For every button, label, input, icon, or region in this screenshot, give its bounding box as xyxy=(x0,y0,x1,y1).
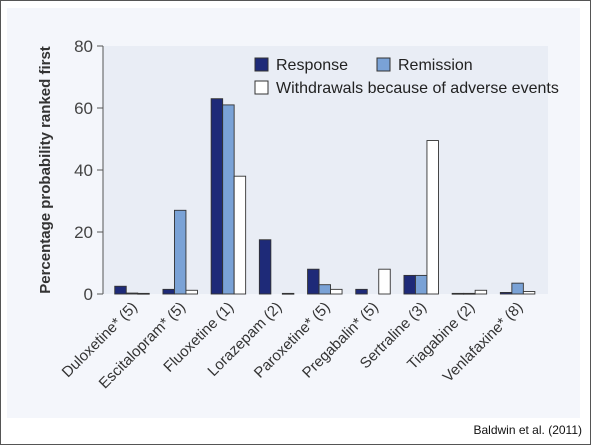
legend-swatch xyxy=(254,57,269,72)
bar-withdrawals xyxy=(474,289,488,295)
bars xyxy=(114,98,536,295)
bar-response xyxy=(499,292,513,295)
y-axis: 0 20 40 60 80 xyxy=(74,37,104,304)
x-tick-label: Escitalopram* (5) xyxy=(96,299,189,392)
chart-panel: 0 20 40 60 80 Duloxetine* (5) Escitalopram* (… xyxy=(7,8,580,418)
bar-response xyxy=(451,292,465,295)
bar-response xyxy=(307,268,320,295)
bar-remission xyxy=(222,104,235,295)
bar-response xyxy=(114,285,127,295)
bar-response xyxy=(355,288,368,295)
citation: Baldwin et al. (2011) xyxy=(473,423,582,437)
legend-label: Withdrawals because of adverse events xyxy=(276,80,559,97)
bar-response xyxy=(403,274,416,295)
y-tick-label: 80 xyxy=(74,37,93,56)
bar-withdrawals xyxy=(426,140,439,295)
bar-remission xyxy=(415,274,428,295)
legend-label: Response xyxy=(276,57,348,74)
bar-remission xyxy=(511,282,524,295)
legend-swatch xyxy=(376,57,391,72)
bar-chart: 0 20 40 60 80 Duloxetine* (5)Escitalopram* (… xyxy=(37,37,559,392)
bar-withdrawals xyxy=(378,268,391,295)
y-tick-label: 20 xyxy=(74,223,93,242)
legend-swatch xyxy=(254,80,269,95)
bar-withdrawals xyxy=(281,292,295,295)
bar-withdrawals xyxy=(137,292,150,295)
y-tick-label: 40 xyxy=(74,161,93,180)
y-axis-title: Percentage probability ranked first xyxy=(37,46,54,294)
bar-remission xyxy=(173,209,187,295)
bar-withdrawals xyxy=(185,289,198,295)
bar-withdrawals xyxy=(233,175,247,295)
legend: Response Remission Withdrawals because of … xyxy=(254,57,559,97)
bar-withdrawals xyxy=(330,288,343,295)
x-axis-labels: Duloxetine* (5)Escitalopram* (5)Fluoxeti… xyxy=(59,299,527,392)
legend-label: Remission xyxy=(398,57,473,74)
bar-response xyxy=(210,98,224,295)
bar-withdrawals xyxy=(522,291,536,295)
bar-response xyxy=(258,239,272,295)
bar-remission xyxy=(318,284,331,295)
bar-remission xyxy=(125,292,139,295)
y-tick-label: 0 xyxy=(84,285,93,304)
y-tick-label: 60 xyxy=(74,99,93,118)
bar-response xyxy=(162,288,175,295)
bar-remission xyxy=(463,292,476,295)
